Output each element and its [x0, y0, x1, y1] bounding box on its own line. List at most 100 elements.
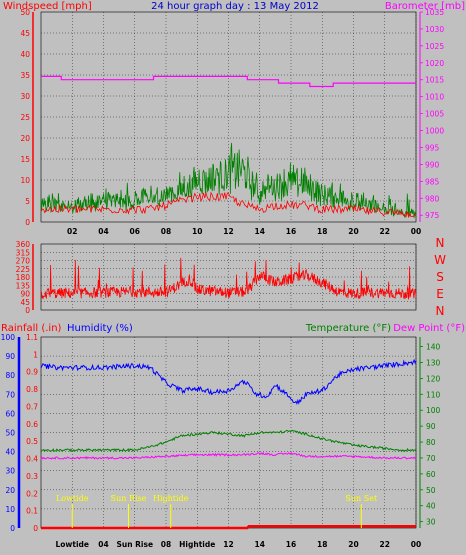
compass-direction-label: W — [434, 253, 446, 267]
bottom-time-tick-label: 18 — [317, 540, 327, 549]
time-tick-label: 04 — [98, 227, 108, 236]
gust-series — [40, 142, 417, 219]
humidity-tick-label: 10 — [5, 505, 15, 514]
humidity-series — [40, 358, 417, 406]
wind-tick-label: 0 — [25, 218, 30, 227]
rainfall-tick-label: 1.1 — [26, 333, 38, 342]
time-tick-label: 00 — [411, 227, 421, 236]
rainfall-axis-label: Rainfall (.in) — [1, 323, 62, 334]
barometer-tick-label: 985 — [425, 177, 440, 186]
bottom-time-tick-label: 12 — [223, 540, 233, 549]
bottom-time-tick-label: 22 — [380, 540, 390, 549]
humidity-tick-label: 20 — [5, 486, 15, 495]
time-tick-label: 18 — [317, 227, 327, 236]
time-tick-label: 08 — [161, 227, 171, 236]
rainfall-tick-label: 0 — [33, 524, 38, 533]
temperature-tick-label: 50 — [426, 486, 436, 495]
wind-tick-label: 45 — [20, 29, 30, 38]
event-label: Hightide — [153, 494, 189, 503]
wind-tick-label: 20 — [20, 134, 30, 143]
wind-tick-label: 15 — [20, 155, 30, 164]
rainfall-tick-label: 0.1 — [26, 507, 38, 516]
barometer-tick-label: 1010 — [425, 93, 444, 102]
time-tick-label: 06 — [130, 227, 140, 236]
wind-tick-label: 25 — [20, 113, 30, 122]
temperature-tick-label: 60 — [426, 470, 436, 479]
humidity-tick-label: 70 — [5, 390, 15, 399]
barometer-tick-label: 1035 — [425, 8, 444, 17]
time-tick-label: 10 — [192, 227, 202, 236]
time-tick-label: 20 — [348, 227, 358, 236]
humidity-tick-label: 80 — [5, 371, 15, 380]
rainfall-tick-label: 1 — [33, 350, 38, 359]
barometer-tick-label: 1025 — [425, 42, 444, 51]
humidity-axis-label: Humidity (%) — [67, 323, 133, 334]
barometer-series — [41, 75, 416, 88]
bottom-time-tick-label: Lowtide — [56, 540, 89, 549]
temperature-tick-label: 120 — [426, 374, 441, 383]
temperature-tick-label: 140 — [426, 343, 441, 352]
dewpoint-series — [40, 451, 417, 460]
wind-tick-label: 10 — [20, 176, 30, 185]
event-label: Sun Rise — [111, 494, 147, 503]
barometer-tick-label: 980 — [425, 194, 440, 203]
compass-direction-label: E — [436, 287, 444, 301]
humidity-tick-label: 60 — [5, 409, 15, 418]
barometer-tick-label: 990 — [425, 160, 440, 169]
wind-series — [40, 191, 417, 219]
barometer-tick-label: 975 — [425, 211, 440, 220]
time-tick-label: 12 — [223, 227, 233, 236]
wind-tick-label: 40 — [20, 50, 30, 59]
barometer-tick-label: 1015 — [425, 76, 444, 85]
bottom-time-tick-label: 08 — [161, 540, 171, 549]
rainfall-tick-label: 0.2 — [26, 489, 38, 498]
wind-tick-label: 50 — [20, 8, 30, 17]
time-tick-label: 14 — [255, 227, 265, 236]
rainfall-tick-label: 0.8 — [26, 385, 38, 394]
compass-direction-label: N — [436, 304, 445, 318]
humidity-tick-label: 30 — [5, 467, 15, 476]
humidity-tick-label: 50 — [5, 429, 15, 438]
temperature-tick-label: 90 — [426, 422, 436, 431]
rainfall-series — [41, 525, 416, 530]
rainfall-tick-label: 0.7 — [26, 402, 38, 411]
bottom-time-tick-label: 14 — [255, 540, 265, 549]
temperature-tick-label: 80 — [426, 438, 436, 447]
humidity-tick-label: 0 — [10, 524, 15, 533]
wind-tick-label: 30 — [20, 92, 30, 101]
direction-tick-label: 360 — [16, 240, 31, 249]
rainfall-tick-label: 0.5 — [26, 437, 38, 446]
temperature-tick-label: 100 — [426, 406, 441, 415]
time-tick-label: 16 — [286, 227, 296, 236]
direction-tick-label: 225 — [16, 265, 31, 274]
graph-title: 24 hour graph day : 13 May 2012 — [151, 1, 319, 12]
temperature-tick-label: 30 — [426, 518, 436, 527]
event-label: Lowtide — [56, 494, 89, 503]
temperature-series — [41, 429, 417, 453]
direction-tick-label: 315 — [16, 248, 31, 257]
temperature-tick-label: 130 — [426, 358, 441, 367]
time-tick-label: 02 — [67, 227, 77, 236]
rainfall-tick-label: 0.3 — [26, 472, 38, 481]
direction-tick-label: 90 — [20, 290, 30, 299]
rainfall-tick-label: 0.6 — [26, 420, 38, 429]
temperature-tick-label: 70 — [426, 454, 436, 463]
rainfall-tick-label: 0.4 — [26, 455, 38, 464]
barometer-tick-label: 995 — [425, 143, 440, 152]
barometer-tick-label: 1005 — [425, 110, 444, 119]
bottom-time-tick-label: 16 — [286, 540, 296, 549]
humidity-tick-label: 90 — [5, 352, 15, 361]
direction-tick-label: 135 — [16, 281, 31, 290]
barometer-tick-label: 1020 — [425, 59, 444, 68]
wind-direction-series — [40, 257, 417, 300]
compass-direction-label: N — [436, 236, 445, 250]
temperature-tick-label: 110 — [426, 390, 441, 399]
direction-tick-label: 0 — [25, 306, 30, 315]
dewpoint-axis-label: Dew Point (°F) — [393, 323, 465, 334]
direction-tick-label: 45 — [20, 298, 30, 307]
barometer-tick-label: 1030 — [425, 25, 444, 34]
wind-axis-label: Windspeed [mph] — [3, 1, 92, 12]
event-label: Sun Set — [345, 494, 378, 503]
wind-tick-label: 35 — [20, 71, 30, 80]
